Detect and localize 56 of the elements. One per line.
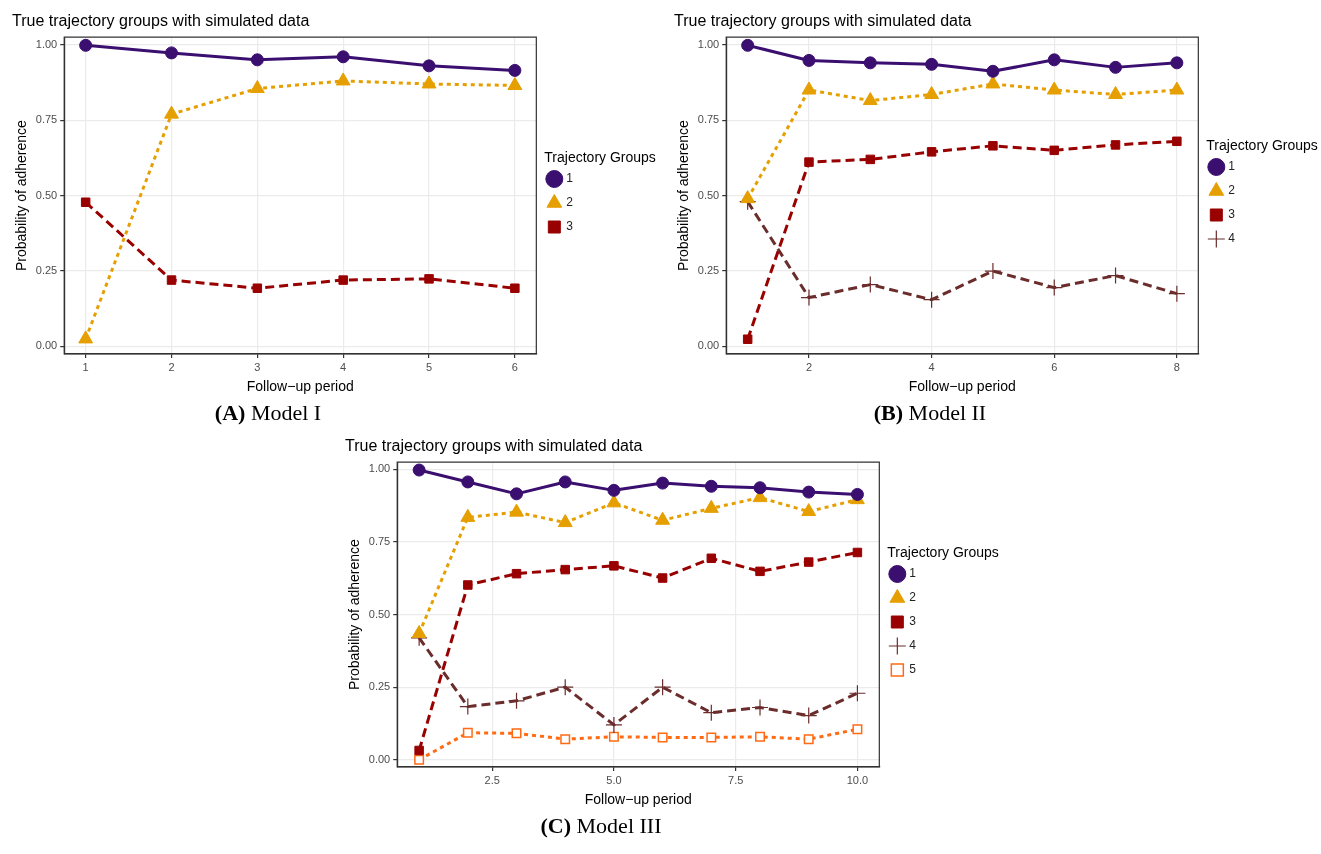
legend-label: 1 xyxy=(566,171,574,186)
x-tick-label: 2 xyxy=(805,360,813,373)
legend-label: 4 xyxy=(1228,231,1236,246)
y-tick-label: 0.75 xyxy=(35,113,58,126)
text: (C) Model III xyxy=(540,813,662,838)
y-tick-label: 0.00 xyxy=(35,339,58,352)
legend-label: 3 xyxy=(566,219,574,234)
y-tick-label: 0.75 xyxy=(368,535,391,548)
legend-title: Trajectory Groups xyxy=(1206,136,1318,153)
x-tick-label: 2.5 xyxy=(484,773,500,786)
x-tick-label: 3 xyxy=(254,360,261,373)
chart-title: True trajectory groups with simulated data xyxy=(345,437,643,455)
x-tick-label: 6 xyxy=(511,360,518,373)
y-tick-label: 0.00 xyxy=(368,752,391,765)
y-tick-label: 0.50 xyxy=(697,188,720,201)
x-tick-label: 4 xyxy=(340,360,347,373)
y-tick-label: 0.25 xyxy=(697,264,720,277)
y-tick-label: 0.25 xyxy=(35,264,58,277)
x-tick-label: 7.5 xyxy=(728,773,744,786)
legend-label: 2 xyxy=(909,590,917,605)
x-axis-title: Follow−up period xyxy=(908,378,1016,395)
legend-label: 1 xyxy=(909,566,917,581)
x-tick-label: 5.0 xyxy=(606,773,622,786)
x-tick-label: 10.0 xyxy=(846,773,869,786)
legend-label: 3 xyxy=(909,614,917,629)
y-tick-label: 0.75 xyxy=(697,113,720,126)
x-tick-label: 8 xyxy=(1173,360,1180,373)
chart-title: True trajectory groups with simulated data xyxy=(12,12,310,30)
x-axis-title: Follow−up period xyxy=(584,791,692,808)
x-tick-label: 4 xyxy=(928,360,935,373)
y-tick-label: 0.50 xyxy=(368,607,391,620)
x-axis-title: Follow−up period xyxy=(246,378,354,395)
legend-label: 1 xyxy=(1228,159,1236,174)
legend-label: 5 xyxy=(909,662,917,677)
text: (A) Model I xyxy=(214,400,322,425)
legend-title: Trajectory Groups xyxy=(887,543,999,560)
y-tick-label: 1.00 xyxy=(697,37,720,50)
y-tick-label: 1.00 xyxy=(35,37,58,50)
chart-title: True trajectory groups with simulated data xyxy=(674,12,972,30)
legend-label: 2 xyxy=(566,195,574,210)
y-axis-title: Probability of adherence xyxy=(675,119,692,272)
y-tick-label: 0.50 xyxy=(35,188,58,201)
legend-label: 2 xyxy=(1228,183,1236,198)
x-tick-label: 2 xyxy=(168,360,175,373)
y-axis-title: Probability of adherence xyxy=(346,538,363,691)
legend-label: 3 xyxy=(1228,207,1236,222)
text: (B) Model II xyxy=(873,400,987,425)
x-tick-label: 5 xyxy=(425,360,433,373)
y-tick-label: 0.00 xyxy=(697,339,720,352)
legend-label: 4 xyxy=(909,638,917,653)
y-tick-label: 0.25 xyxy=(368,680,391,693)
x-tick-label: 6 xyxy=(1051,360,1058,373)
x-tick-label: 1 xyxy=(82,360,89,373)
legend-title: Trajectory Groups xyxy=(544,148,656,165)
y-tick-label: 1.00 xyxy=(368,462,391,475)
y-axis-title: Probability of adherence xyxy=(13,119,30,272)
